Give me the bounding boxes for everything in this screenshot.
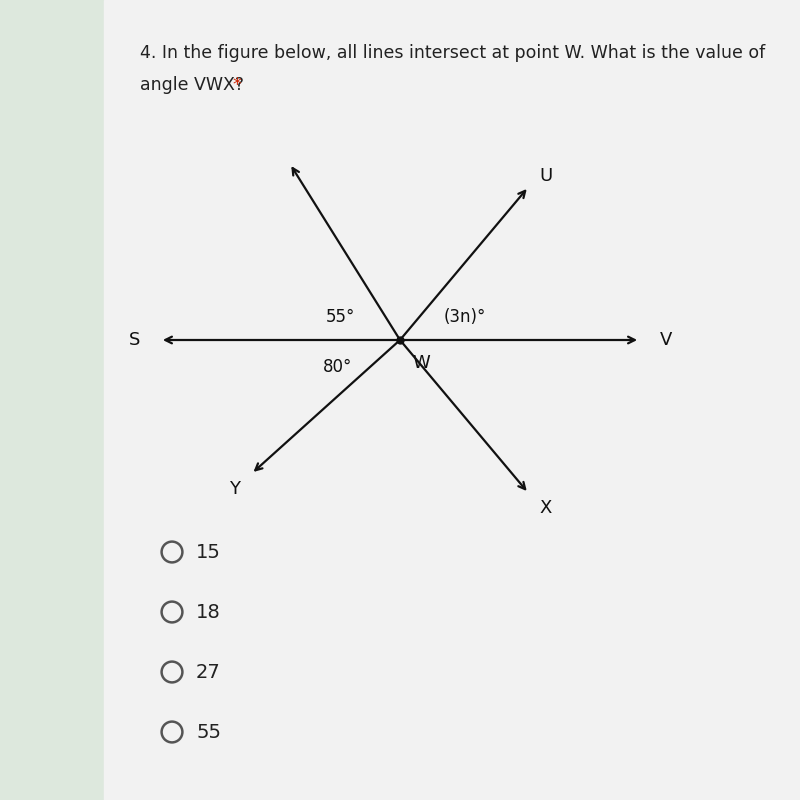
Text: 80°: 80°	[322, 358, 352, 376]
Text: 18: 18	[196, 602, 221, 622]
Bar	[104, 0, 800, 800]
Text: W: W	[412, 354, 430, 373]
Text: 15: 15	[196, 542, 221, 562]
Text: U: U	[539, 166, 552, 185]
Text: V: V	[660, 331, 672, 349]
Text: S: S	[129, 331, 140, 349]
Text: (3n)°: (3n)°	[444, 308, 486, 326]
Text: 55: 55	[196, 722, 221, 742]
Text: Y: Y	[230, 479, 240, 498]
Text: X: X	[539, 499, 551, 518]
Text: angle VWX?: angle VWX?	[140, 76, 244, 94]
Text: 27: 27	[196, 662, 221, 682]
Text: 55°: 55°	[326, 308, 354, 326]
Text: 4. In the figure below, all lines intersect at point W. What is the value of: 4. In the figure below, all lines inters…	[140, 44, 766, 62]
Text: *: *	[232, 76, 241, 94]
